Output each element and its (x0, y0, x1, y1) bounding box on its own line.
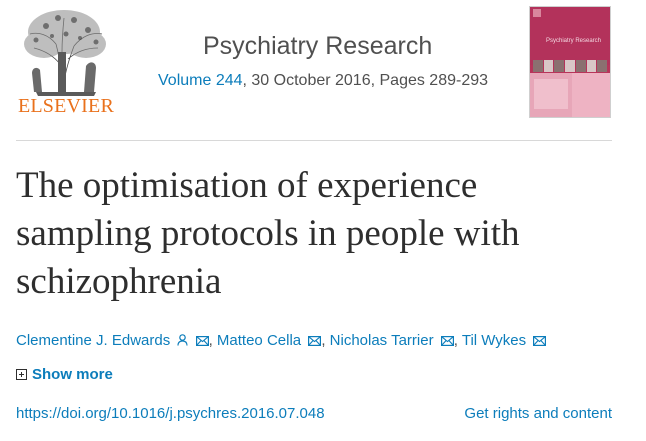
author-list: Clementine J. Edwards , Matteo Cella , N… (16, 332, 547, 349)
cover-footer (530, 73, 610, 117)
envelope-icon[interactable] (308, 336, 322, 346)
cover-image-strip (533, 60, 608, 72)
doi-link[interactable]: https://doi.org/10.1016/j.psychres.2016.… (16, 405, 325, 422)
plus-square-icon (16, 369, 27, 380)
envelope-icon[interactable] (533, 336, 547, 346)
cover-logo-icon (533, 9, 541, 17)
issue-info: Volume 244, 30 October 2016, Pages 289-2… (158, 72, 488, 90)
show-more-button[interactable]: Show more (16, 366, 113, 383)
author-link[interactable]: Nicholas Tarrier (329, 332, 434, 349)
person-icon[interactable] (177, 334, 189, 346)
show-more-label: Show more (32, 366, 113, 383)
envelope-icon[interactable] (440, 336, 454, 346)
journal-title-link[interactable]: Psychiatry Research (203, 32, 433, 60)
elsevier-wordmark: ELSEVIER (17, 95, 115, 117)
header-divider (16, 140, 612, 141)
author-link[interactable]: Clementine J. Edwards (16, 332, 171, 349)
cover-header (530, 7, 610, 65)
author-link[interactable]: Matteo Cella (216, 332, 302, 349)
author-link[interactable]: Til Wykes (461, 332, 527, 349)
rights-link[interactable]: Get rights and content (464, 405, 612, 422)
elsevier-tree-logo[interactable] (16, 4, 116, 118)
cover-journal-title: Psychiatry Research (546, 38, 602, 44)
issue-details: , 30 October 2016, Pages 289-293 (242, 72, 489, 89)
volume-link[interactable]: Volume 244 (158, 72, 243, 89)
journal-cover-thumbnail[interactable]: Psychiatry Research (529, 6, 611, 118)
envelope-icon[interactable] (195, 336, 209, 346)
article-title: The optimisation of experience sampling … (16, 165, 520, 302)
